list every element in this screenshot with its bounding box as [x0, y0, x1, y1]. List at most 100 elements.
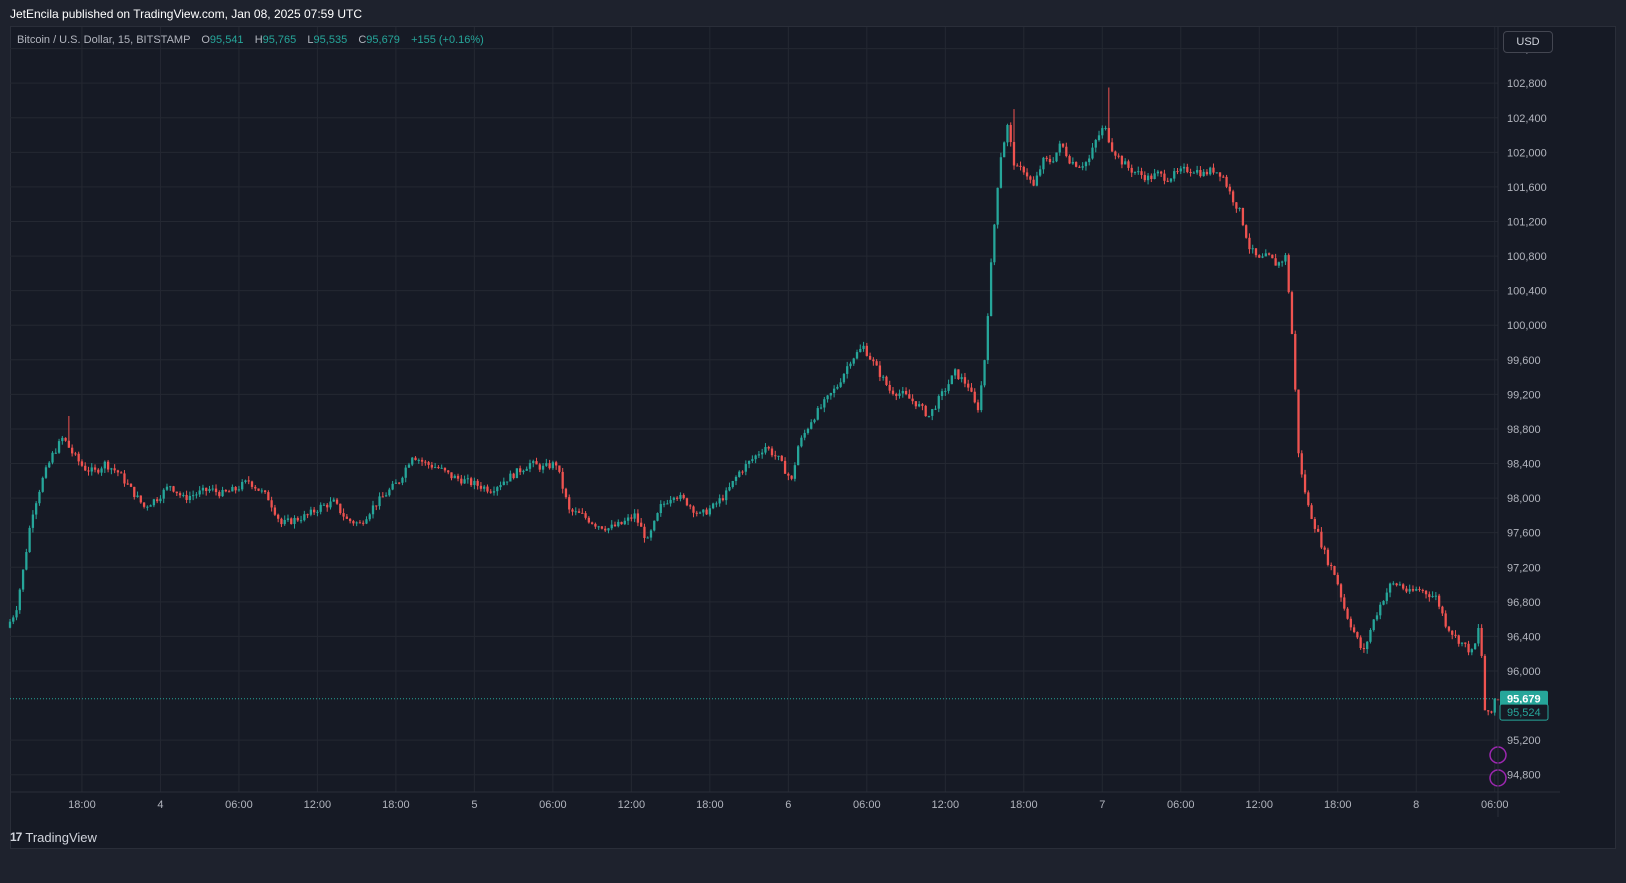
candle-body — [849, 363, 852, 367]
candle-body — [479, 485, 483, 489]
candle-body — [1313, 519, 1317, 529]
candle-body — [1346, 608, 1349, 619]
candle-body — [1048, 158, 1052, 163]
candle-body — [1104, 127, 1107, 129]
candle-body — [342, 513, 345, 517]
candle-body — [1035, 175, 1039, 186]
candle-body — [201, 487, 205, 491]
candle-body — [391, 483, 394, 490]
currency-button[interactable]: USD — [1503, 31, 1553, 53]
candle-body — [21, 569, 25, 590]
candle-body — [469, 478, 473, 486]
candle-body — [1382, 600, 1385, 605]
candle-body — [692, 506, 695, 513]
candle-body — [1173, 171, 1176, 179]
candle-body — [483, 486, 486, 489]
candle-body — [1271, 254, 1274, 259]
candle-body — [970, 387, 973, 392]
candle-body — [535, 461, 538, 465]
candle-body — [1254, 248, 1258, 256]
candle-body — [299, 520, 303, 522]
candle-body — [1209, 167, 1212, 175]
candle-body — [123, 473, 126, 484]
candle-body — [1071, 162, 1075, 164]
candle-body — [1411, 589, 1415, 591]
candle-body — [1284, 255, 1287, 262]
candle-body — [1477, 628, 1480, 644]
candle-body — [414, 457, 417, 461]
candle-body — [636, 513, 640, 523]
candle-body — [1395, 583, 1398, 586]
candle-body — [823, 399, 826, 408]
candle-body — [515, 468, 519, 479]
candle-body — [54, 452, 57, 454]
candle-body — [136, 495, 139, 498]
candle-body — [404, 467, 407, 478]
candle-body — [1359, 637, 1362, 648]
candle-body — [505, 481, 509, 483]
candle-body — [1025, 172, 1029, 177]
candle-body — [888, 384, 891, 391]
x-tick-label: 06:00 — [539, 799, 567, 811]
candle-body — [254, 486, 257, 489]
candle-body — [940, 391, 944, 397]
candle-body — [1101, 128, 1104, 136]
y-tick-label: 94,800 — [1507, 770, 1541, 782]
candle-body — [574, 511, 577, 513]
candle-body — [577, 511, 581, 513]
candle-body — [339, 503, 342, 514]
candle-body — [643, 526, 646, 538]
candle-body — [587, 517, 590, 523]
candle-body — [911, 398, 914, 402]
candle-body — [754, 455, 757, 460]
candle-body — [453, 475, 456, 479]
candle-body — [257, 488, 260, 491]
tradingview-logo-icon: 17 — [10, 830, 22, 844]
candle-body — [676, 497, 679, 499]
candle-body — [296, 517, 299, 521]
x-tick-label: 18:00 — [1324, 799, 1352, 811]
candle-body — [80, 461, 84, 466]
candle-body — [12, 617, 15, 622]
candle-body — [280, 518, 283, 525]
candle-body — [348, 518, 352, 522]
candle-body — [1205, 171, 1209, 175]
candle-body — [371, 505, 375, 515]
candle-body — [963, 377, 967, 384]
candle-body — [846, 366, 849, 374]
candle-body — [1169, 178, 1173, 182]
candle-body — [44, 467, 48, 478]
candle-body — [234, 486, 237, 491]
candle-body — [1032, 179, 1035, 186]
candle-body — [38, 491, 41, 504]
candle-body — [15, 610, 18, 618]
candle-body — [1326, 549, 1330, 565]
candle-body — [1124, 161, 1127, 165]
y-tick-label: 97,200 — [1507, 562, 1541, 574]
x-tick-label: 4 — [157, 799, 163, 811]
candle-body — [682, 494, 685, 499]
candle-body — [630, 517, 633, 519]
open-value: 95,541 — [209, 34, 244, 46]
candle-body — [1264, 253, 1267, 257]
candle-body — [460, 478, 463, 484]
tradingview-logo[interactable]: 17 TradingView — [10, 829, 97, 845]
candle-body — [1081, 166, 1084, 168]
candle-body — [1464, 642, 1467, 644]
candle-body — [826, 395, 829, 400]
candle-body — [741, 471, 744, 473]
candle-body — [728, 487, 731, 491]
candle-body — [1218, 172, 1222, 177]
candle-body — [1222, 176, 1225, 178]
candle-body — [162, 489, 165, 499]
chart-legend: Bitcoin / U.S. Dollar, 15, BITSTAMP O95,… — [17, 34, 484, 46]
candle-body — [610, 524, 613, 529]
candle-body — [1431, 596, 1434, 598]
candle-body — [806, 428, 810, 433]
change-value: +155 (+0.16%) — [411, 34, 484, 46]
candle-body — [895, 393, 898, 396]
chart-frame[interactable] — [10, 26, 1616, 849]
candle-body — [319, 504, 322, 512]
candle-body — [774, 455, 777, 457]
